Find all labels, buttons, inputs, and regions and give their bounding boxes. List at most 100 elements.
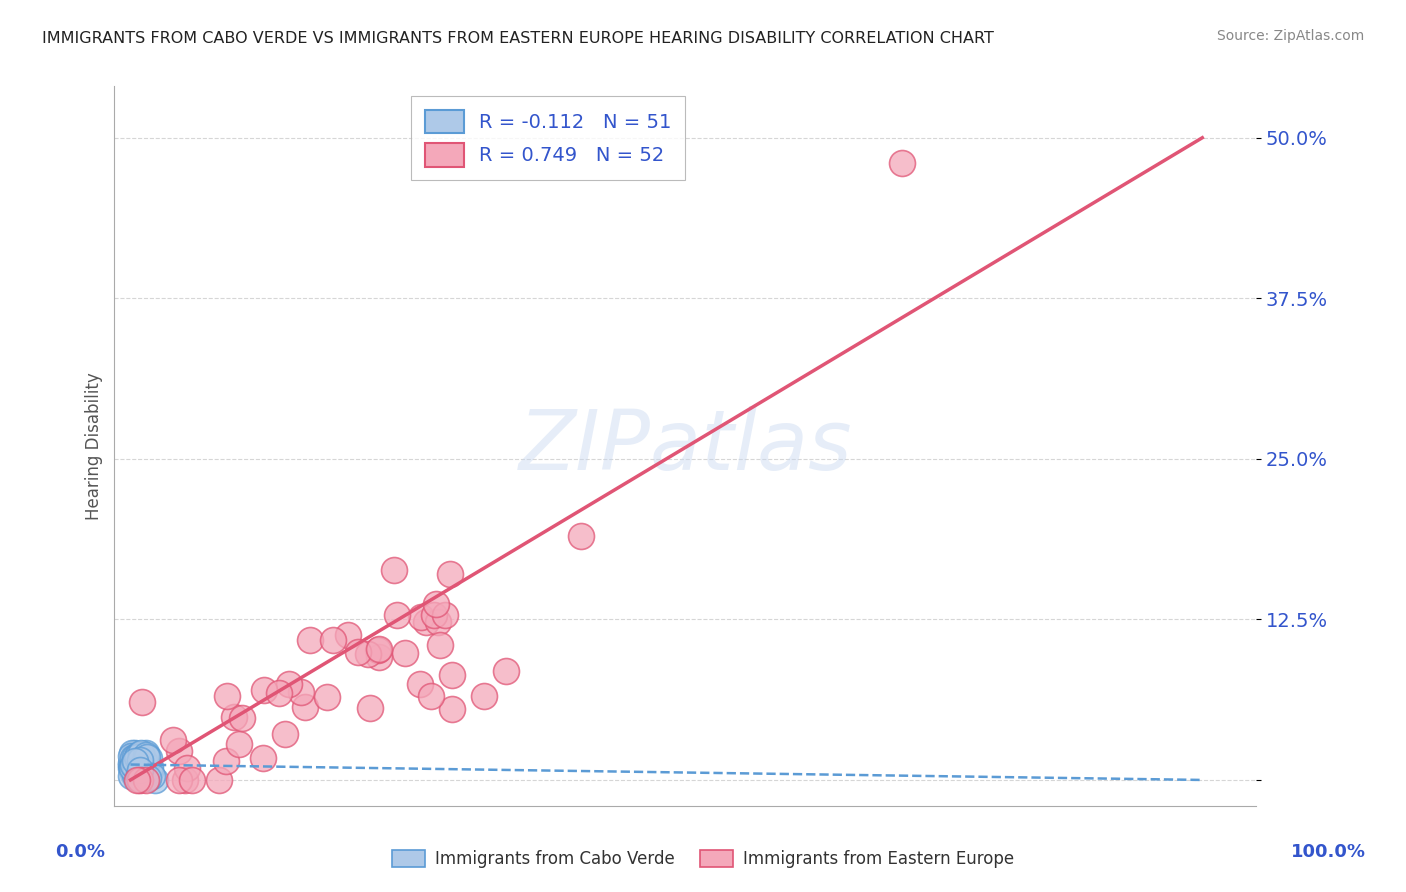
Point <box>367 649 389 664</box>
Point <box>122 751 145 765</box>
Point <box>124 746 146 760</box>
Point <box>427 615 450 629</box>
Point <box>429 638 451 652</box>
Point <box>124 752 146 766</box>
Point <box>122 758 145 772</box>
Point <box>120 749 142 764</box>
Point <box>139 760 162 774</box>
Point <box>121 746 143 760</box>
Point <box>162 733 184 747</box>
Point <box>173 772 195 787</box>
Point <box>367 643 389 657</box>
Point <box>124 764 146 778</box>
Text: 100.0%: 100.0% <box>1291 843 1367 861</box>
Point <box>124 753 146 767</box>
Point <box>294 699 316 714</box>
Point <box>167 744 190 758</box>
Point <box>253 682 276 697</box>
Point <box>441 667 464 681</box>
Point <box>138 751 160 765</box>
Point <box>128 761 150 775</box>
Point <box>347 645 370 659</box>
Point <box>135 746 157 760</box>
Point <box>129 772 152 787</box>
Point <box>124 760 146 774</box>
Legend: R = -0.112   N = 51, R = 0.749   N = 52: R = -0.112 N = 51, R = 0.749 N = 52 <box>411 96 685 180</box>
Point <box>122 758 145 772</box>
Point <box>143 772 166 787</box>
Point <box>316 690 339 704</box>
Point <box>278 677 301 691</box>
Point <box>120 756 142 771</box>
Point <box>891 156 914 170</box>
Point <box>337 628 360 642</box>
Point <box>132 754 155 768</box>
Point <box>217 689 239 703</box>
Point <box>120 769 142 783</box>
Point <box>125 750 148 764</box>
Point <box>139 764 162 779</box>
Point <box>208 772 231 787</box>
Point <box>127 754 149 768</box>
Point <box>120 758 142 772</box>
Point <box>129 747 152 761</box>
Point <box>129 755 152 769</box>
Point <box>128 764 150 778</box>
Point <box>434 607 457 622</box>
Point <box>385 607 408 622</box>
Point <box>122 764 145 779</box>
Point <box>135 772 157 787</box>
Point <box>441 702 464 716</box>
Point <box>124 770 146 784</box>
Point <box>121 753 143 767</box>
Point <box>439 567 461 582</box>
Point <box>121 760 143 774</box>
Text: Source: ZipAtlas.com: Source: ZipAtlas.com <box>1216 29 1364 43</box>
Point <box>231 711 253 725</box>
Point <box>125 769 148 783</box>
Point <box>135 748 157 763</box>
Point <box>274 726 297 740</box>
Y-axis label: Hearing Disability: Hearing Disability <box>86 372 103 520</box>
Point <box>167 772 190 787</box>
Point <box>129 763 152 777</box>
Point <box>124 755 146 769</box>
Point <box>131 694 153 708</box>
Point <box>131 759 153 773</box>
Point <box>495 664 517 678</box>
Point <box>176 761 198 775</box>
Point <box>367 641 389 656</box>
Point <box>419 690 441 704</box>
Point <box>141 769 163 783</box>
Text: ZIPatlas: ZIPatlas <box>519 406 852 486</box>
Point <box>129 753 152 767</box>
Point <box>120 761 142 775</box>
Point <box>409 676 432 690</box>
Point <box>136 750 159 764</box>
Point <box>382 563 405 577</box>
Point <box>124 768 146 782</box>
Point <box>136 759 159 773</box>
Point <box>356 647 378 661</box>
Point <box>121 766 143 780</box>
Point <box>129 772 152 786</box>
Point <box>415 615 437 629</box>
Point <box>409 609 432 624</box>
Point <box>423 607 446 622</box>
Point <box>125 772 148 787</box>
Point <box>214 754 236 768</box>
Point <box>127 747 149 762</box>
Point <box>290 684 312 698</box>
Point <box>394 647 416 661</box>
Text: IMMIGRANTS FROM CABO VERDE VS IMMIGRANTS FROM EASTERN EUROPE HEARING DISABILITY : IMMIGRANTS FROM CABO VERDE VS IMMIGRANTS… <box>42 31 994 46</box>
Point <box>472 690 495 704</box>
Legend: Immigrants from Cabo Verde, Immigrants from Eastern Europe: Immigrants from Cabo Verde, Immigrants f… <box>385 843 1021 875</box>
Point <box>267 686 290 700</box>
Point <box>181 772 204 787</box>
Point <box>124 750 146 764</box>
Text: 0.0%: 0.0% <box>55 843 105 861</box>
Point <box>222 710 245 724</box>
Point <box>127 764 149 779</box>
Point <box>252 751 274 765</box>
Point <box>569 529 592 543</box>
